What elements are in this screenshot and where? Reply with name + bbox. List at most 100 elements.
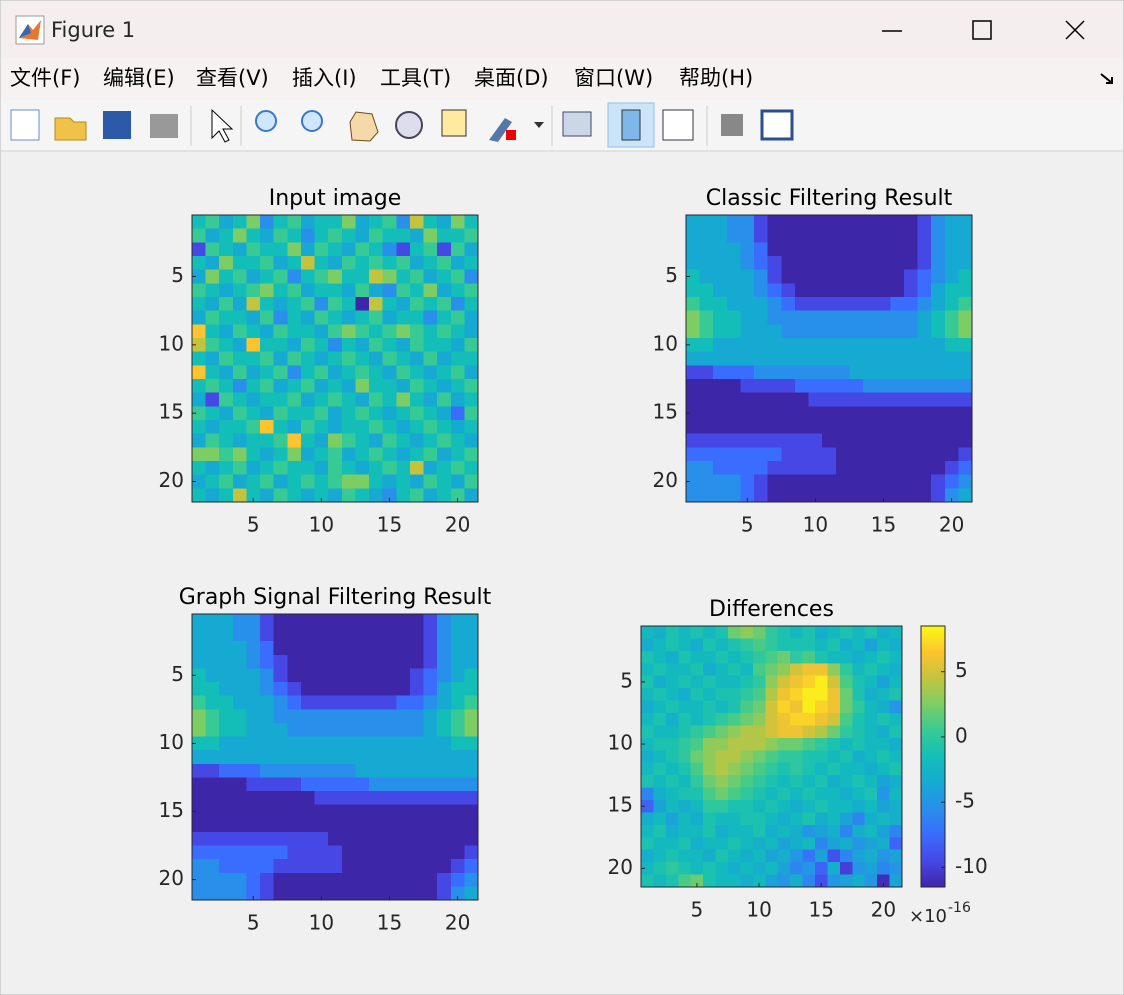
heatmap-cell — [409, 763, 424, 778]
heatmap-cell — [781, 269, 796, 284]
heatmap-cell — [232, 283, 247, 298]
heatmap-cell — [260, 859, 275, 874]
heatmap-cell — [653, 688, 667, 701]
maximize-button[interactable] — [972, 20, 992, 40]
heatmap-cell — [802, 750, 816, 764]
brush-icon[interactable] — [489, 118, 512, 142]
heatmap-cell — [246, 324, 261, 339]
heatmap-cell — [794, 310, 809, 325]
heatmap-cell — [382, 845, 397, 860]
heatmap-cell — [944, 488, 959, 503]
heatmap-cell — [232, 406, 247, 421]
menu-item[interactable]: 工具(T) — [380, 66, 451, 90]
heatmap-cell — [396, 627, 411, 642]
heatmap-cell — [328, 736, 343, 751]
heatmap-cell — [341, 682, 356, 697]
heatmap-cell — [423, 614, 438, 629]
heatmap-cell — [355, 641, 370, 656]
heatmap-cell — [767, 379, 782, 394]
heatmap-cell — [219, 228, 234, 243]
heatmap-cell — [246, 447, 261, 462]
heatmap-cell — [877, 849, 890, 863]
heatmap-cell — [314, 682, 329, 697]
heatmap-cell — [396, 763, 411, 778]
heatmap-cell — [396, 777, 411, 792]
heatmap-cell — [864, 650, 878, 664]
dropdown-arrow[interactable] — [534, 122, 544, 128]
zoom-in-icon[interactable] — [255, 110, 277, 132]
heatmap-cell — [641, 638, 654, 652]
heatmap-cell — [328, 406, 343, 421]
rotate-icon[interactable] — [395, 111, 423, 139]
heatmap-cell — [765, 874, 779, 888]
heatmap-cell — [409, 351, 424, 366]
heatmap-cell — [369, 420, 384, 435]
heatmap-cell — [889, 824, 903, 838]
heatmap-cell — [219, 859, 234, 874]
heatmap-cell — [864, 626, 878, 639]
heatmap-cell — [713, 406, 728, 421]
datatip-icon[interactable] — [441, 109, 467, 137]
heatmap-cell — [192, 242, 207, 257]
hide-plot-tools-icon[interactable] — [721, 114, 743, 136]
heatmap-cell — [423, 283, 438, 298]
heatmap-cell — [260, 641, 275, 656]
link-icon[interactable] — [562, 111, 592, 137]
heatmap-cell — [917, 338, 932, 353]
save-icon[interactable] — [103, 111, 131, 139]
colorbar-icon[interactable] — [621, 109, 641, 141]
new-icon[interactable] — [10, 109, 40, 141]
title-bar — [1, 1, 1123, 58]
legend-icon[interactable] — [662, 109, 694, 141]
menu-item[interactable]: 文件(F) — [10, 66, 80, 90]
y-tick-label: 15 — [159, 400, 184, 424]
x-tick-label: 20 — [445, 911, 470, 935]
pointer-icon[interactable] — [211, 108, 234, 143]
zoom-out-icon[interactable] — [301, 110, 323, 132]
heatmap-cell — [931, 488, 946, 503]
menu-arrow[interactable] — [1100, 73, 1113, 84]
heatmap-cell — [205, 845, 220, 860]
heatmap-cell — [232, 447, 247, 462]
close-button[interactable] — [1065, 20, 1085, 40]
heatmap-cell — [219, 872, 234, 887]
menu-item[interactable]: 桌面(D) — [474, 66, 549, 90]
heatmap-cell — [409, 654, 424, 669]
heatmap-cell — [232, 627, 247, 642]
heatmap-cell — [822, 447, 837, 462]
heatmap-cell — [437, 750, 452, 765]
heatmap-cell — [328, 256, 343, 271]
heatmap-cell — [287, 269, 302, 284]
menu-item[interactable]: 查看(V) — [196, 66, 269, 90]
heatmap-cell — [715, 650, 729, 664]
heatmap-cell — [300, 763, 315, 778]
menu-item[interactable]: 帮助(H) — [679, 66, 753, 90]
pan-icon[interactable] — [349, 111, 379, 142]
heatmap-cell — [917, 297, 932, 312]
menu-item[interactable]: 插入(I) — [292, 66, 357, 90]
heatmap-cell — [815, 626, 828, 639]
heatmap-cell — [328, 831, 343, 846]
heatmap-cell — [765, 824, 779, 838]
menu-item[interactable]: 编辑(E) — [103, 66, 175, 90]
open-icon[interactable] — [54, 117, 87, 141]
heatmap-cell — [740, 488, 755, 503]
heatmap-cell — [273, 791, 288, 806]
heatmap-cell — [903, 488, 918, 503]
heatmap-cell — [752, 688, 766, 701]
menu-item[interactable]: 窗口(W) — [574, 66, 653, 90]
print-icon[interactable] — [150, 114, 178, 138]
heatmap-cell — [815, 812, 828, 826]
show-plot-tools-icon[interactable] — [760, 109, 794, 141]
heatmap-cell — [450, 351, 465, 366]
heatmap-cell — [205, 804, 220, 819]
heatmap-cell — [808, 474, 823, 489]
heatmap-cell — [849, 433, 864, 448]
heatmap-cell — [944, 283, 959, 298]
heatmap-cell — [355, 447, 370, 462]
heatmap-cell — [653, 737, 667, 751]
heatmap-cell — [877, 800, 890, 813]
heatmap-cell — [822, 297, 837, 312]
heatmap-cell — [409, 242, 424, 257]
